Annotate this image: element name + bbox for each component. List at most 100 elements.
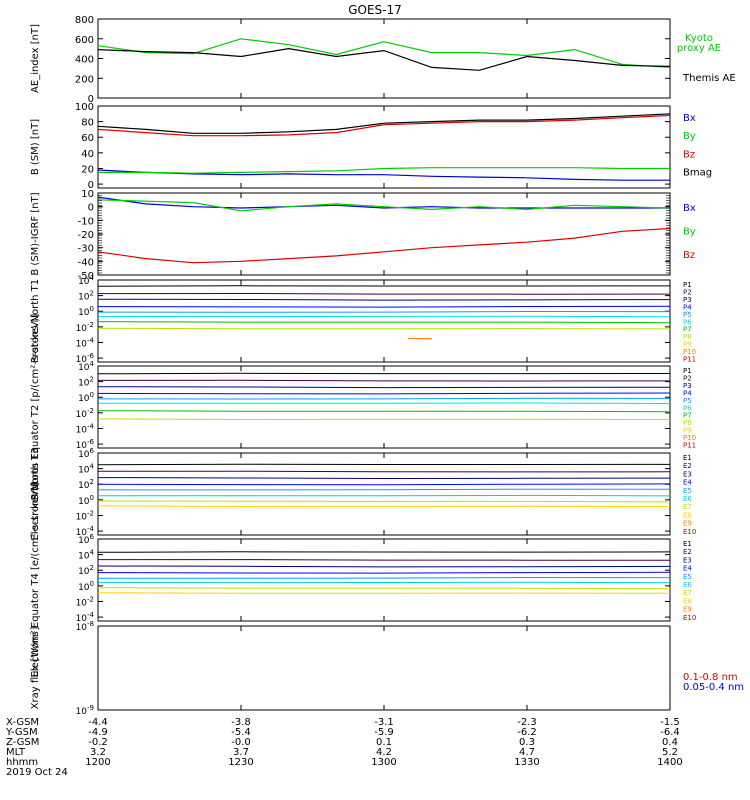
chart-title: GOES-17 (348, 3, 402, 17)
legend-e5: E5 (683, 487, 692, 495)
y-tick-label: 10 (81, 189, 94, 200)
series-line-by (98, 167, 670, 174)
x-row-value: -4.9 (88, 727, 108, 738)
y-tick-label: 104 (78, 360, 94, 373)
flux-channel-line (97, 551, 671, 553)
y-tick-label: 100 (78, 305, 94, 318)
y-axis-label: B (SM) [nT] (30, 119, 41, 175)
y-tick-label: 102 (78, 376, 94, 389)
y-tick-label: 10-2 (76, 595, 94, 608)
series-line-themis-ae (97, 47, 671, 71)
flux-channel-line (97, 470, 671, 473)
x-row-label: Y-GSM (5, 727, 38, 738)
x-row-value: -0.2 (88, 737, 108, 748)
y-tick-label: 10-6 (76, 352, 95, 365)
y-tick-label: 104 (78, 274, 94, 287)
y-tick-label: 10-2 (76, 509, 94, 522)
y-axis-label: B (SM)-IGRF [nT] (30, 192, 41, 275)
panel-8: Xray flux [W/m²] 10-8 10-9 0.1-0.8 nm0.05-0… (30, 620, 744, 717)
flux-channel-line (97, 494, 671, 497)
y-axis-label: Electrons Equator T4 [e/(cm²-s-sr-keV)] (30, 482, 41, 677)
y-tick-label: 10-4 (76, 422, 95, 435)
flux-channel-line (97, 386, 671, 389)
legend-e6: E6 (683, 581, 692, 589)
legend-bx: Bx (683, 113, 696, 124)
y-axis-label: AE_index [nT] (30, 24, 41, 93)
flux-channel-line (97, 321, 671, 324)
y-tick-label: 104 (78, 463, 94, 476)
y-tick-label: 100 (78, 494, 94, 507)
date-label: 2019 Oct 24 (6, 767, 68, 778)
legend-p6: P6 (683, 404, 692, 412)
y-tick-label: 800 (75, 15, 94, 26)
y-tick-label: 400 (75, 55, 94, 66)
x-row-value: -3.1 (374, 717, 394, 728)
flux-channel-line (97, 372, 671, 375)
legend-e1: E1 (683, 454, 692, 462)
y-tick-label: 106 (78, 533, 94, 546)
y-tick-label: 10-2 (76, 407, 94, 420)
legend-by: By (683, 131, 696, 142)
y-tick-label: 0 (88, 94, 94, 105)
x-row-value: 4.2 (376, 747, 392, 758)
legend-proxy-ae: proxy AE (677, 43, 721, 54)
y-tick-label: 20 (81, 164, 94, 175)
x-row-value: -2.3 (517, 717, 537, 728)
x-row-value: 5.2 (662, 747, 678, 758)
y-tick-label: 10-4 (76, 611, 95, 624)
y-axis-label: Xray flux [W/m²] (30, 627, 41, 710)
legend-e7: E7 (683, 589, 692, 597)
y-axis-label: Electrons North T3 (30, 447, 41, 540)
y-tick-label: 10-8 (76, 620, 94, 633)
x-row-label: Z-GSM (6, 737, 39, 748)
series-line-by (97, 199, 671, 212)
flux-channel-line (97, 581, 671, 584)
y-tick-label: -20 (78, 230, 94, 241)
y-tick-label: 0 (88, 180, 94, 191)
x-row-label: X-GSM (6, 717, 39, 728)
legend-e8: E8 (683, 511, 692, 519)
x-row-value: 1330 (514, 757, 539, 768)
y-tick-label: 600 (75, 35, 94, 46)
y-tick-label: -40 (78, 257, 94, 268)
y-tick-label: 10-6 (76, 438, 95, 451)
x-row-value: 1400 (657, 757, 682, 768)
y-axis-label: Protons Equator T2 [p/(cm²-s-sr-keV)] (30, 314, 41, 501)
flux-channel-line (97, 483, 671, 486)
legend-bz: Bz (683, 149, 695, 160)
flux-channel-line (97, 463, 671, 466)
x-row-value: -4.4 (88, 717, 108, 728)
legend-p10: P10 (683, 434, 696, 442)
x-row-value: 0.1 (376, 737, 392, 748)
flux-channel-line (97, 310, 671, 313)
x-row-value: -5.4 (231, 727, 251, 738)
legend-p11: P11 (683, 356, 696, 364)
legend-p5: P5 (683, 397, 692, 405)
y-tick-label: 0 (88, 203, 94, 214)
legend-p3: P3 (683, 382, 692, 390)
y-tick-label: 100 (78, 391, 94, 404)
legend-e4: E4 (683, 565, 692, 573)
legend-e6: E6 (683, 495, 692, 503)
y-tick-label: 200 (75, 74, 94, 85)
x-row-value: 4.7 (519, 747, 535, 758)
x-row-value: -3.8 (231, 717, 251, 728)
flux-channel-line (97, 397, 671, 400)
y-tick-label: 10-2 (76, 321, 94, 334)
flux-channel-line (97, 392, 671, 395)
series-line-bx (97, 169, 670, 181)
legend-p11: P11 (683, 442, 696, 450)
series-line-kyoto-proxy-ae (97, 38, 671, 68)
legend-p5: P5 (683, 311, 692, 319)
flux-channel-line (97, 298, 671, 301)
x-row-value: -0.0 (231, 737, 251, 748)
flux-channel-line (97, 565, 671, 568)
y-tick-label: -50 (78, 271, 94, 282)
flux-channel-line (97, 410, 671, 413)
legend-p7: P7 (683, 326, 692, 334)
y-axis-label: Protons North T1 (30, 279, 41, 363)
x-row-value: 0.4 (662, 737, 678, 748)
x-row-value: 0.3 (519, 737, 535, 748)
legend-p8: P8 (683, 419, 692, 427)
flux-channel-line (97, 592, 671, 594)
